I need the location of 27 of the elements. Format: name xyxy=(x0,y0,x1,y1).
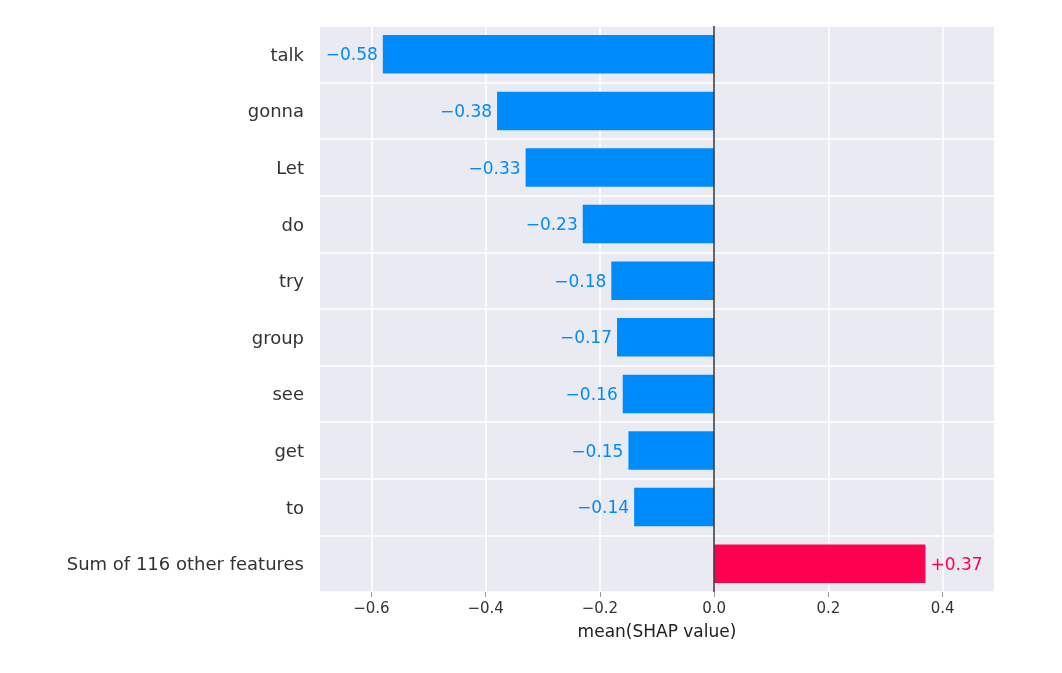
y-tick-label: try xyxy=(278,270,305,292)
y-tick-label: get xyxy=(274,440,304,461)
x-tick-label: −0.4 xyxy=(467,598,504,617)
y-tick-label: see xyxy=(272,383,304,405)
y-tick-label: Sum of 116 other features xyxy=(66,553,304,575)
x-tick-label: −0.6 xyxy=(353,598,390,617)
x-tick-label: 0.4 xyxy=(930,598,955,617)
data-label: −0.33 xyxy=(468,157,521,178)
data-label: −0.23 xyxy=(525,214,578,235)
y-tick-label: group xyxy=(251,326,304,348)
data-label: −0.16 xyxy=(565,383,618,404)
x-tick-label: 0.2 xyxy=(816,598,841,617)
y-tick-label: talk xyxy=(270,43,305,65)
data-label: −0.15 xyxy=(571,440,624,461)
y-tick-label: Let xyxy=(276,157,304,178)
data-label: −0.38 xyxy=(439,100,493,121)
data-label: −0.18 xyxy=(554,270,607,291)
data-label: −0.14 xyxy=(577,497,630,518)
data-label: −0.58 xyxy=(325,44,378,65)
data-label: −0.17 xyxy=(559,327,613,348)
y-tick-label: to xyxy=(285,496,304,518)
x-axis-title: mean(SHAP value) xyxy=(577,620,737,641)
data-label: +0.37 xyxy=(930,553,983,574)
x-tick-label: 0.0 xyxy=(702,598,727,617)
y-tick-label: gonna xyxy=(247,100,304,122)
y-tick-label: do xyxy=(281,213,304,235)
x-tick-label: −0.2 xyxy=(581,598,619,617)
